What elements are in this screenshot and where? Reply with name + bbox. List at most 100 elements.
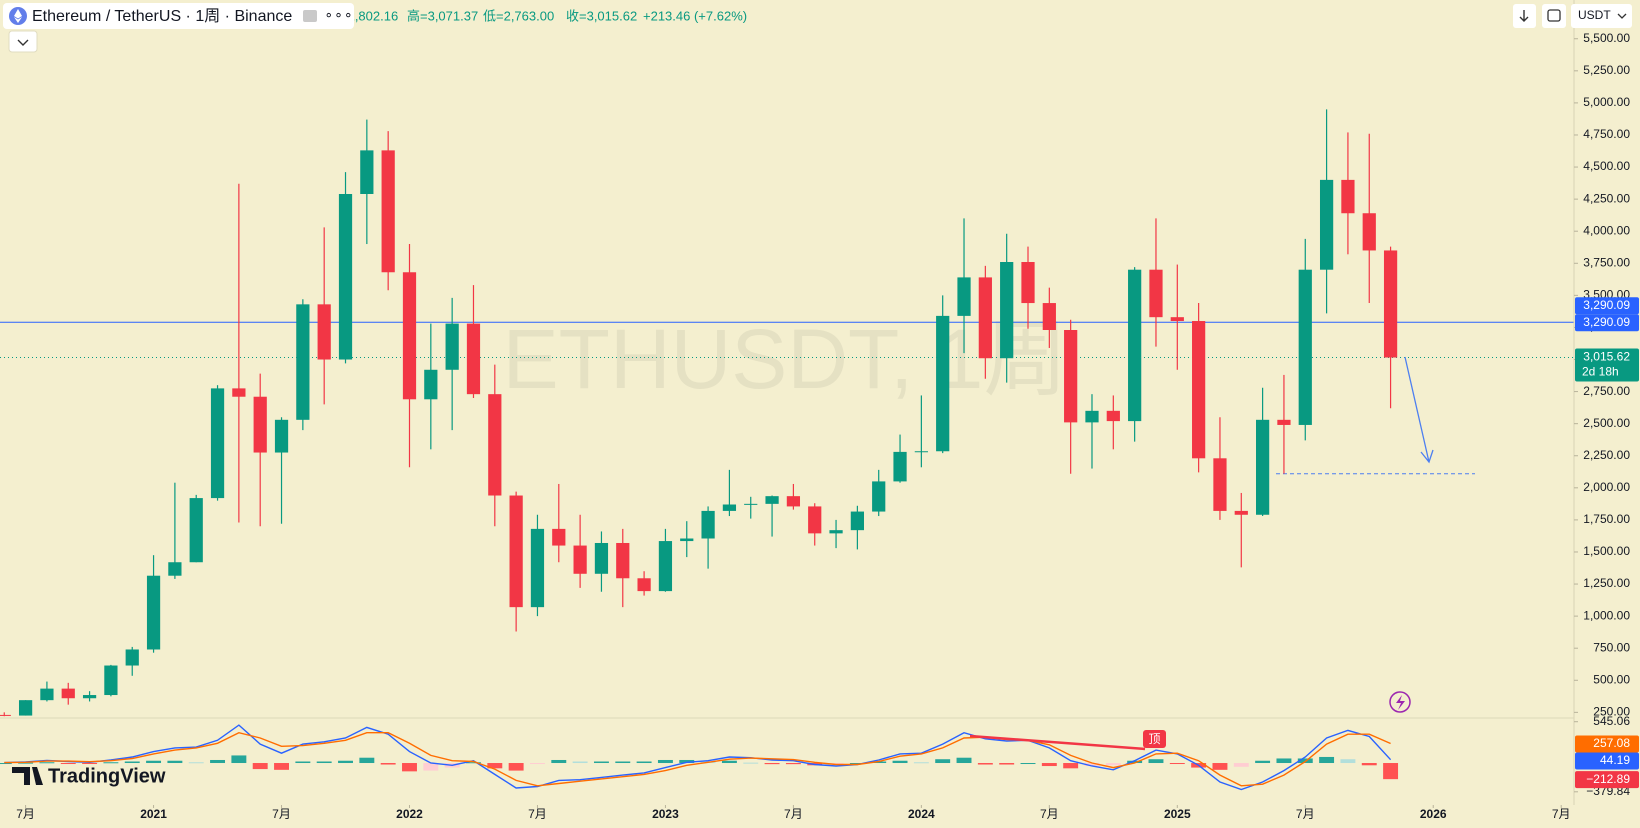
candle-body xyxy=(530,528,545,608)
alert-bolt xyxy=(1396,695,1405,710)
watermark: ETHUSDT, 1周 xyxy=(503,312,1068,406)
histogram-bar xyxy=(316,761,332,764)
candle-body xyxy=(872,481,886,512)
last-price-label: 3,015.62 xyxy=(1583,350,1630,364)
y-tick-label: 2,500.00 xyxy=(1583,416,1630,430)
candle-body xyxy=(765,496,779,504)
divergence-line xyxy=(969,734,1146,751)
y-tick-label: 5,500.00 xyxy=(1583,31,1630,45)
candle-body xyxy=(168,562,182,576)
candle-body xyxy=(850,511,864,531)
histogram-bar xyxy=(615,761,631,764)
x-tick-label: 7月 xyxy=(272,807,291,821)
symbol-title: Ethereum / TetherUS · 1周 · Binance xyxy=(32,8,292,25)
histogram-bar xyxy=(124,761,140,764)
histogram-bar xyxy=(359,757,375,764)
candle-body xyxy=(1000,262,1014,359)
currency-button[interactable] xyxy=(1571,4,1632,28)
histogram-bar xyxy=(210,759,226,764)
candle-body xyxy=(0,714,11,716)
candle-body xyxy=(61,688,75,699)
y-tick-label: 5,250.00 xyxy=(1583,63,1630,77)
histogram-bar xyxy=(1020,763,1036,765)
candle-body xyxy=(616,542,630,579)
logo-text: TradingView xyxy=(48,765,166,787)
download-icon xyxy=(1519,10,1529,22)
histogram-bar xyxy=(721,760,737,764)
candle-body xyxy=(936,315,950,452)
candle-body xyxy=(786,496,801,507)
histogram-bar xyxy=(1340,759,1356,764)
indicator-label-box xyxy=(1575,735,1639,753)
x-tick-label: 7月 xyxy=(1040,807,1059,821)
candle-body xyxy=(722,504,737,511)
currency-chevron xyxy=(1617,13,1627,19)
histogram-bar xyxy=(785,763,801,765)
candle-body xyxy=(680,538,694,542)
y-tick-label: 750.00 xyxy=(1593,640,1630,654)
histogram-bar xyxy=(1148,759,1164,764)
alert-icon[interactable] xyxy=(1389,691,1411,713)
y-tick-label: 4,500.00 xyxy=(1583,159,1630,173)
histogram-bar xyxy=(188,762,204,764)
y-tick-label: 5,000.00 xyxy=(1583,95,1630,109)
price-label: 3,290.09 xyxy=(1583,315,1630,329)
macd-line xyxy=(4,731,1391,787)
histogram-bar xyxy=(935,759,951,764)
x-tick-label: 7月 xyxy=(16,807,35,821)
histogram-bar xyxy=(529,763,545,765)
candle-body xyxy=(18,700,33,716)
macd-line xyxy=(4,724,1392,791)
histogram-bar xyxy=(380,763,396,765)
x-tick-label: 7月 xyxy=(784,807,803,821)
y-tick-label: 500.00 xyxy=(1593,672,1630,686)
histogram-bar xyxy=(487,763,503,769)
x-tick-label: 2025 xyxy=(1164,807,1191,821)
y-tick-label: 250.00 xyxy=(1593,705,1630,719)
ohlc-low: 低=2,763.00 xyxy=(483,8,554,23)
histogram-bar xyxy=(146,760,162,764)
candle-body xyxy=(658,541,673,592)
candle-body xyxy=(40,688,54,701)
histogram-bar xyxy=(82,763,98,765)
histogram-bar xyxy=(274,763,289,770)
last-price-box xyxy=(1575,348,1639,382)
candle-body xyxy=(701,510,715,539)
histogram-bar xyxy=(1276,758,1292,764)
price-label-box xyxy=(1575,297,1639,315)
flag-icon[interactable] xyxy=(303,10,317,22)
candle-body xyxy=(573,545,587,574)
candle-body xyxy=(402,272,417,400)
candle-body xyxy=(1042,303,1056,331)
ohlc-change: +213.46 (+7.62%) xyxy=(643,8,747,23)
candle-body xyxy=(210,388,225,499)
symbol-box[interactable] xyxy=(3,3,354,29)
indicator-label: 44.19 xyxy=(1600,753,1630,767)
candle-body xyxy=(552,528,566,546)
sync-button[interactable] xyxy=(1542,4,1566,28)
x-tick-label: 2023 xyxy=(652,807,679,821)
histogram-bar xyxy=(828,763,844,765)
histogram-bar xyxy=(252,763,268,770)
collapse-button[interactable] xyxy=(8,30,38,53)
candle-body xyxy=(1341,179,1355,214)
candle-body xyxy=(1021,262,1035,304)
histogram-bar xyxy=(679,759,695,764)
candle-body xyxy=(466,323,481,395)
x-tick-label: 2022 xyxy=(396,807,423,821)
candle-body xyxy=(893,451,907,482)
candle-body xyxy=(274,419,289,453)
ohlc-close: 收=3,015.62 xyxy=(566,8,637,23)
candle-body xyxy=(82,695,97,699)
candle-body xyxy=(146,575,161,650)
histogram-bar xyxy=(18,762,34,764)
candle-body xyxy=(1213,458,1227,511)
histogram-bar xyxy=(1383,763,1399,780)
y-tick-label: 1,250.00 xyxy=(1583,576,1630,590)
y-tick-label: 1,750.00 xyxy=(1583,512,1630,526)
more-icon[interactable]: ∘∘∘ xyxy=(324,7,353,23)
x-tick-label: 7月 xyxy=(1552,807,1571,821)
histogram-bar xyxy=(167,760,183,764)
